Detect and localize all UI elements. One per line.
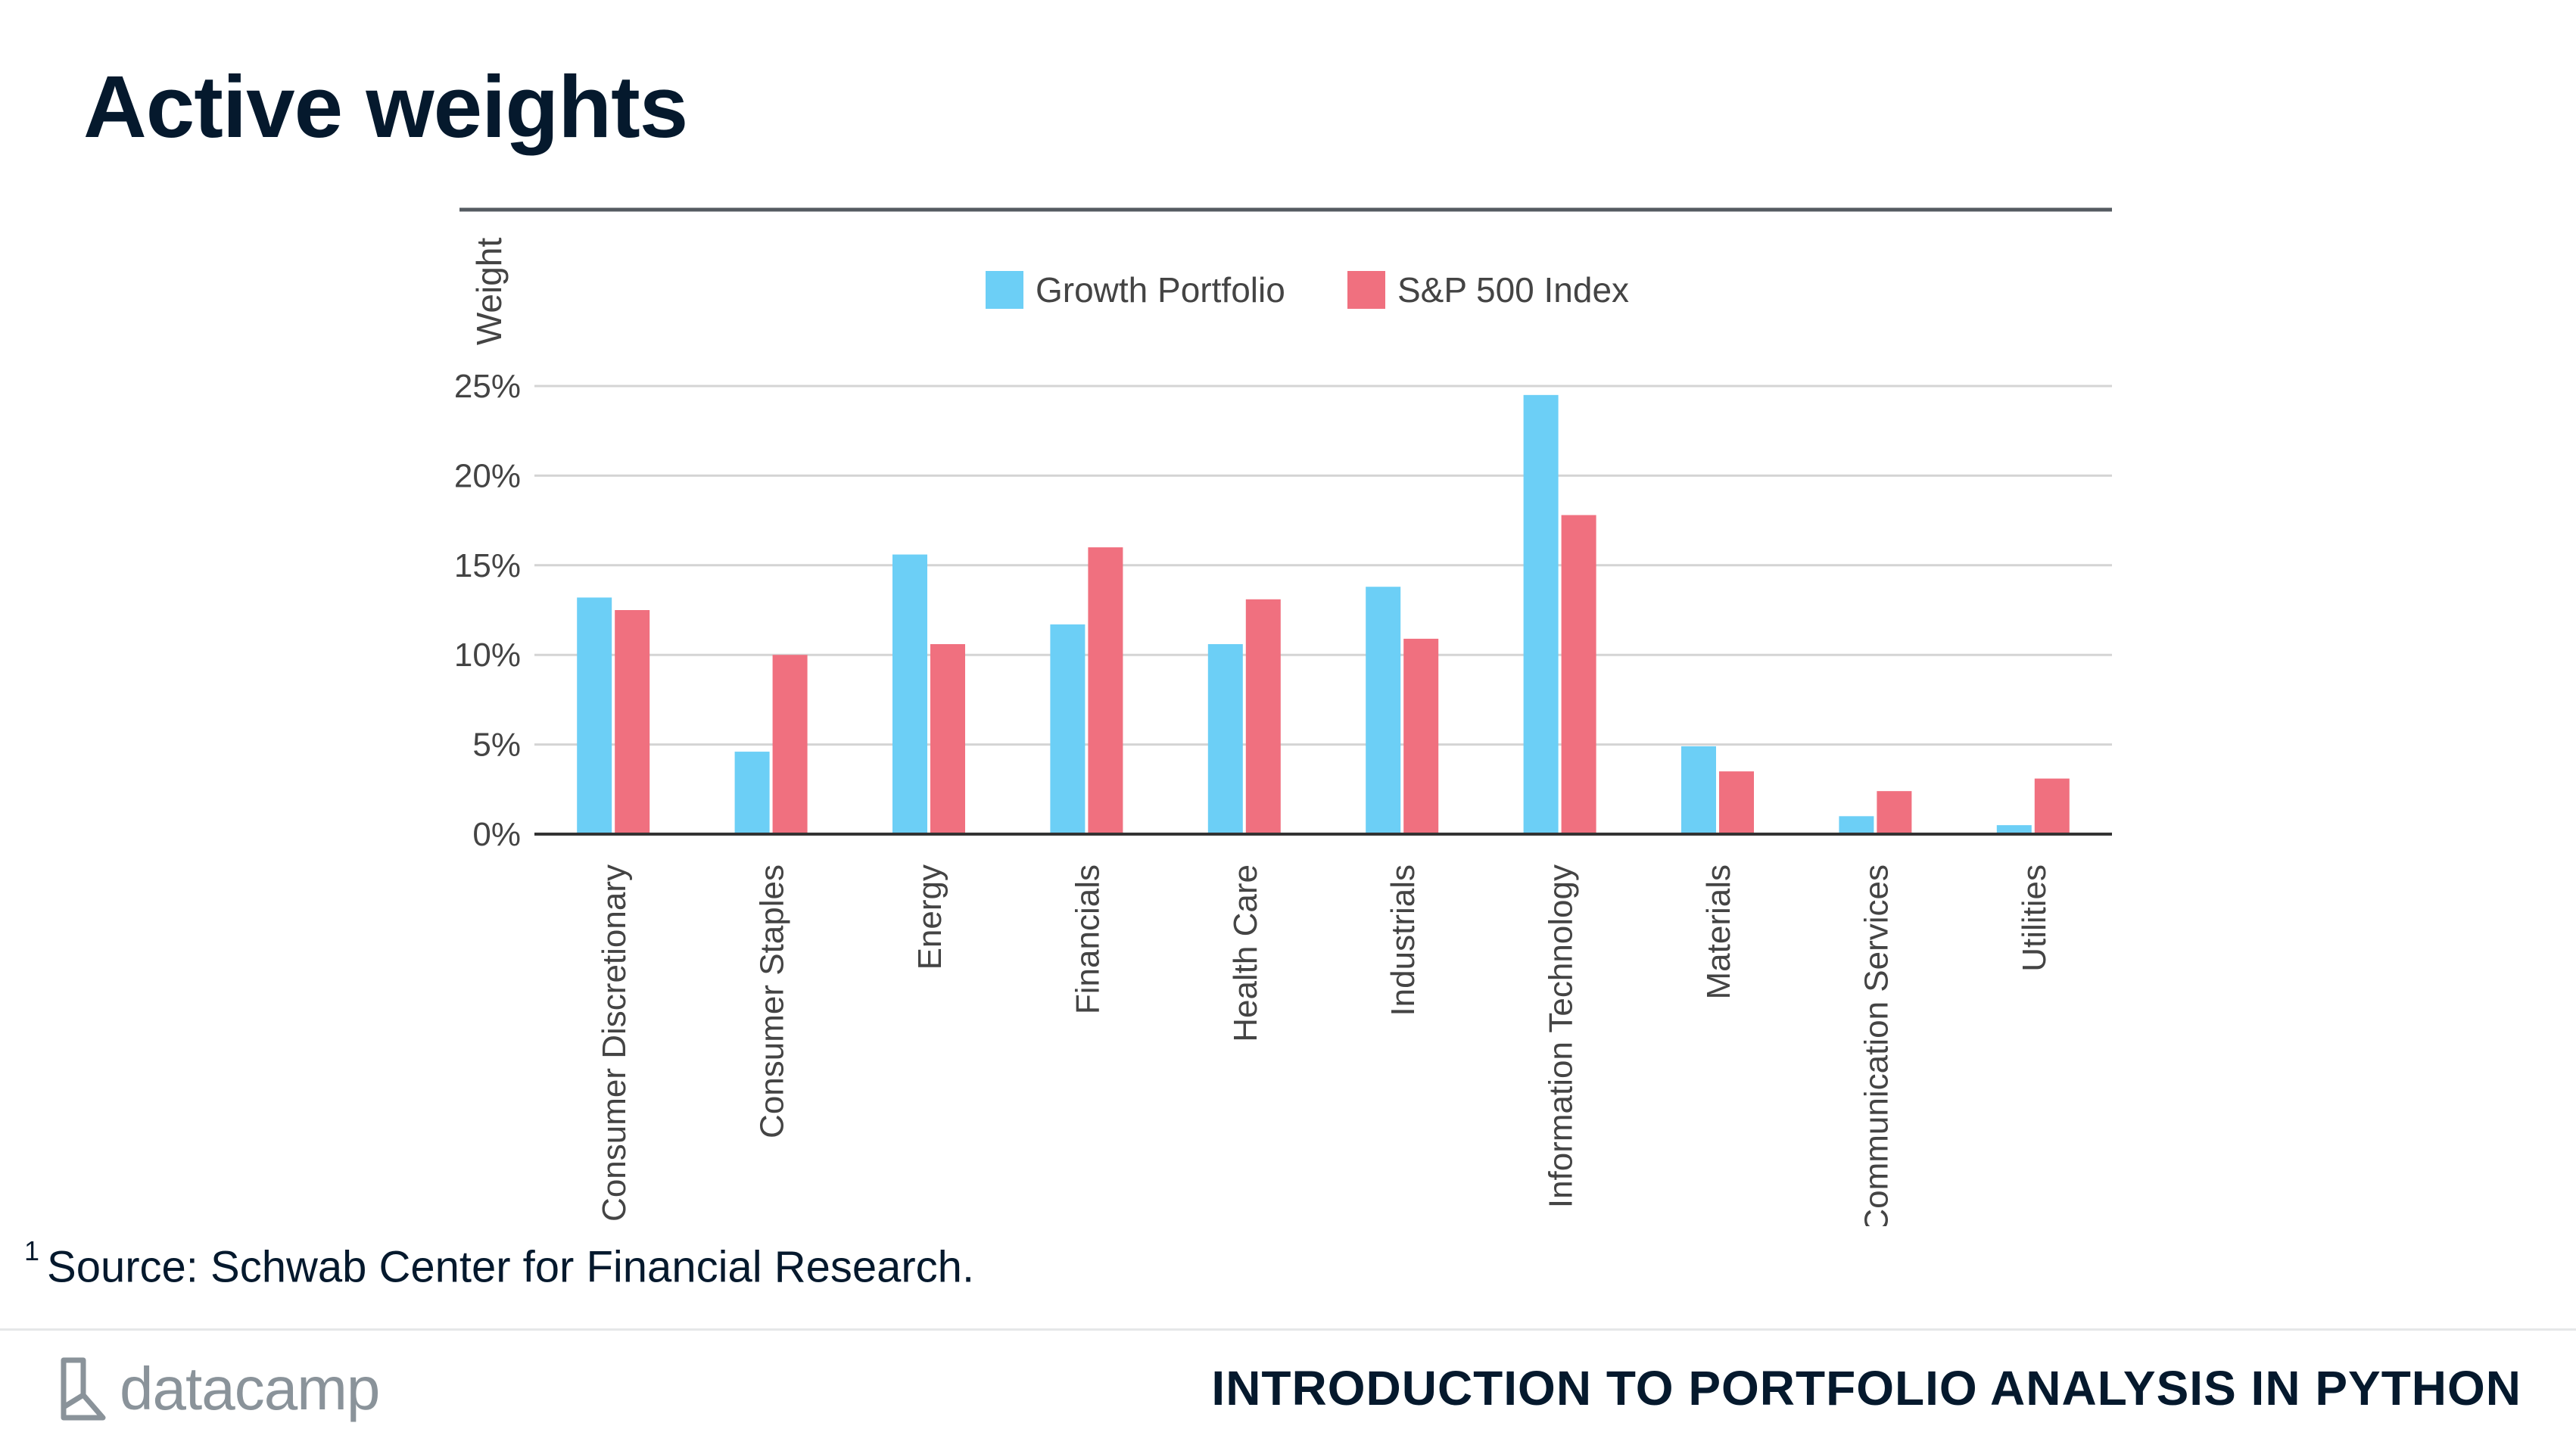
legend-label: S&P 500 Index: [1397, 270, 1629, 310]
bar: [1719, 771, 1754, 834]
legend-label: Growth Portfolio: [1036, 270, 1285, 310]
bar: [930, 643, 965, 834]
y-tick-label: 5%: [472, 727, 521, 764]
x-tick-label: Materials: [1700, 864, 1737, 1000]
x-tick-labels: Consumer Discretionary Consumer Staples En…: [596, 864, 2053, 1233]
brand-logo: datacamp: [53, 1347, 380, 1431]
bar: [1996, 825, 2032, 834]
x-tick-label: Utilities: [2016, 864, 2053, 972]
bar: [1523, 394, 1559, 834]
y-tick-label: 15%: [454, 547, 521, 584]
footnote: 1 Source: Schwab Center for Financial Res…: [24, 1235, 975, 1292]
x-tick-label: Energy: [911, 864, 948, 970]
x-tick-label: Industrials: [1385, 864, 1422, 1017]
slide-title: Active weights: [83, 58, 688, 156]
bar: [1681, 746, 1716, 834]
bar: [1877, 791, 1912, 834]
x-tick-label: Health Care: [1227, 864, 1264, 1042]
course-title: INTRODUCTION TO PORTFOLIO ANALYSIS IN PY…: [1211, 1361, 2521, 1415]
x-tick-label: Communication Services: [1858, 864, 1895, 1233]
bar: [1050, 624, 1086, 834]
bar: [2034, 778, 2070, 834]
x-tick-label: Information Technology: [1543, 864, 1580, 1208]
legend-swatch: [986, 271, 1023, 309]
bar: [1403, 638, 1439, 834]
bar: [1245, 599, 1281, 834]
bar: [734, 752, 770, 834]
x-tick-label: Consumer Staples: [754, 864, 791, 1138]
legend-swatch: [1347, 271, 1385, 309]
bar: [1366, 587, 1401, 834]
footer-divider: [0, 1328, 2576, 1331]
footnote-number: 1: [24, 1235, 40, 1266]
bar: [1088, 547, 1123, 834]
y-axis-label: Weight: [469, 238, 509, 346]
y-tick-label: 10%: [454, 637, 521, 674]
y-tick-label: 25%: [454, 368, 521, 405]
bar: [1839, 816, 1874, 834]
y-tick-label: 20%: [454, 457, 521, 494]
datacamp-logo-icon: [61, 1357, 106, 1421]
bar: [892, 554, 927, 834]
bar: [1207, 643, 1243, 834]
x-tick-label: Financials: [1069, 864, 1106, 1014]
brand-name: datacamp: [120, 1355, 380, 1422]
y-tick-label: 0%: [472, 816, 521, 853]
bar: [1561, 515, 1596, 834]
bar: [577, 597, 612, 834]
footnote-text: Source: Schwab Center for Financial Rese…: [47, 1242, 975, 1292]
bar: [615, 610, 650, 834]
bar: [772, 655, 808, 834]
x-tick-label: Consumer Discretionary: [596, 864, 633, 1222]
